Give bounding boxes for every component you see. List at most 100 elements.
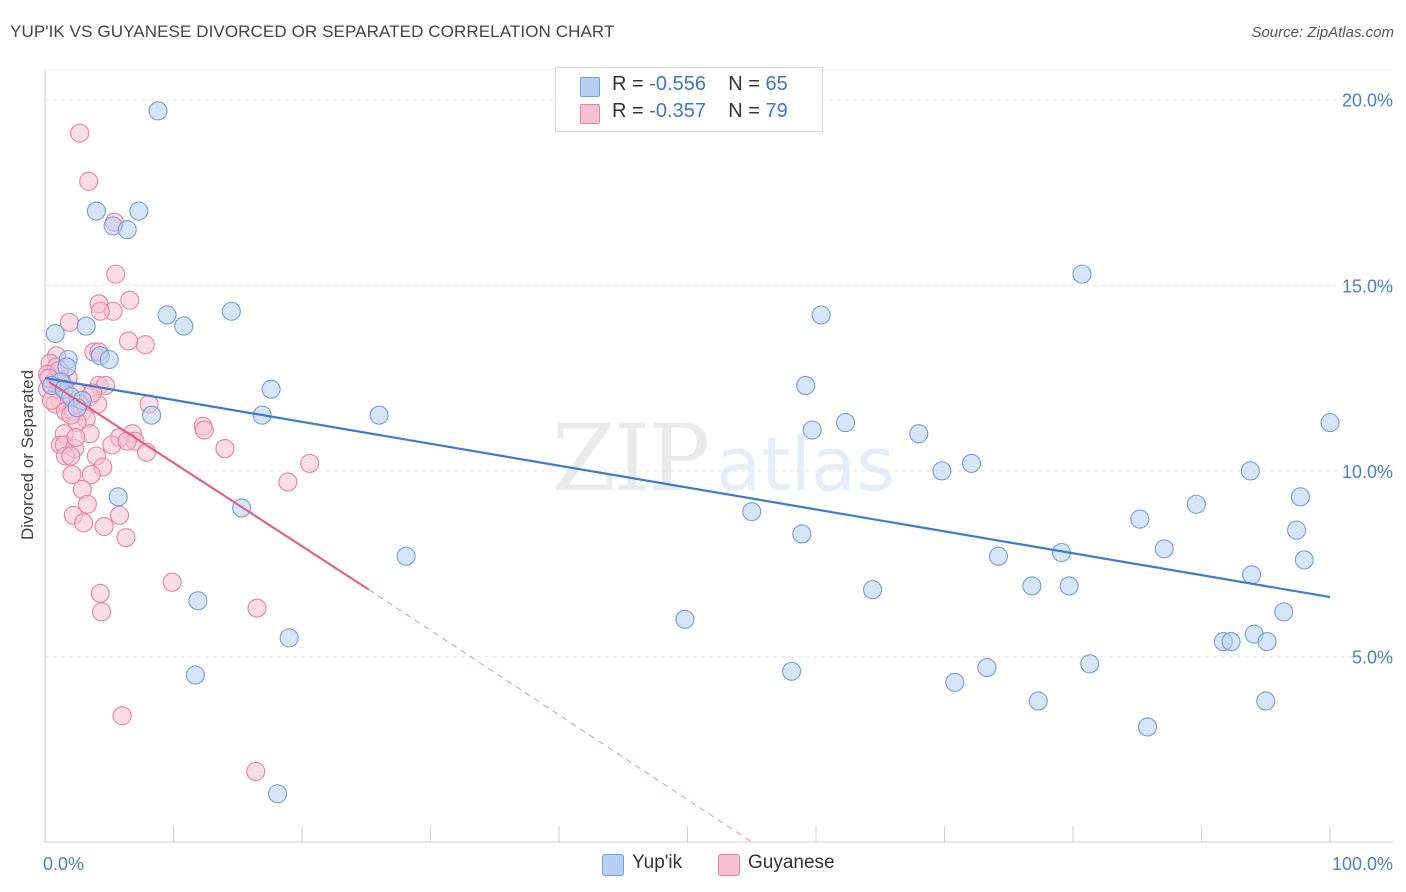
data-point bbox=[215, 439, 235, 459]
data-point bbox=[90, 583, 110, 603]
bottom-legend-swatch-yupik bbox=[602, 854, 624, 876]
y-tick-label: 20.0% bbox=[1342, 91, 1393, 111]
data-point bbox=[1130, 509, 1150, 529]
data-point bbox=[67, 398, 87, 418]
data-point bbox=[932, 461, 952, 481]
data-point bbox=[909, 424, 929, 444]
trend-line-extension bbox=[368, 589, 753, 843]
data-point bbox=[1242, 565, 1262, 585]
bottom-legend-label-guyanese: Guyanese bbox=[748, 852, 835, 873]
data-point bbox=[45, 323, 65, 344]
data-point bbox=[977, 658, 997, 678]
y-axis-label: Divorced or Separated bbox=[18, 370, 37, 540]
n-label: N = bbox=[728, 73, 766, 95]
stats-legend: R = -0.556 N = 65 R = -0.357 N = 79 bbox=[555, 67, 823, 132]
data-point bbox=[81, 465, 101, 485]
data-point bbox=[1080, 654, 1100, 674]
data-point bbox=[221, 301, 241, 321]
data-point bbox=[142, 405, 162, 425]
data-point bbox=[300, 453, 320, 473]
data-point bbox=[1256, 691, 1276, 711]
data-point bbox=[118, 331, 139, 351]
data-point bbox=[112, 706, 132, 726]
data-point bbox=[988, 546, 1009, 566]
data-point bbox=[109, 505, 130, 525]
data-point bbox=[99, 349, 119, 370]
r-label: R = bbox=[612, 73, 650, 95]
data-point bbox=[1287, 520, 1307, 540]
data-point bbox=[1320, 413, 1340, 433]
bottom-legend-swatch-guyanese bbox=[718, 854, 740, 876]
data-point bbox=[802, 420, 822, 440]
n-value-yupik: 65 bbox=[765, 73, 788, 95]
legend-swatch-guyanese bbox=[580, 104, 600, 124]
data-point bbox=[836, 413, 856, 433]
data-point bbox=[811, 305, 831, 325]
data-point bbox=[61, 446, 81, 466]
data-point bbox=[247, 598, 267, 618]
bottom-legend-label-yupik: Yup'ik bbox=[632, 852, 683, 873]
source-label: Source: ZipAtlas.com bbox=[1251, 24, 1394, 41]
data-point bbox=[188, 591, 208, 611]
x-tick-label: 100.0% bbox=[1332, 854, 1393, 874]
n-value-guyanese: 79 bbox=[765, 100, 788, 122]
data-point bbox=[108, 487, 128, 507]
data-point bbox=[94, 516, 114, 537]
data-point bbox=[782, 661, 802, 681]
data-point bbox=[961, 453, 982, 473]
data-point bbox=[90, 301, 110, 321]
data-point bbox=[742, 502, 762, 522]
data-point bbox=[796, 375, 816, 396]
data-point bbox=[862, 580, 883, 600]
trend-lines bbox=[44, 376, 1331, 843]
data-point bbox=[1022, 576, 1042, 596]
n-label: N = bbox=[728, 100, 766, 122]
data-point bbox=[74, 513, 94, 533]
data-point bbox=[129, 201, 149, 221]
data-point bbox=[117, 220, 137, 240]
r-value-yupik: -0.556 bbox=[649, 73, 706, 95]
data-point bbox=[1290, 487, 1310, 507]
data-point bbox=[1257, 632, 1277, 652]
gridlines bbox=[45, 69, 1393, 657]
y-tick-label: 5.0% bbox=[1352, 647, 1393, 667]
data-point bbox=[162, 572, 182, 592]
data-point bbox=[174, 316, 194, 336]
tick-labels: 5.0% 10.0% 15.0% 20.0% 0.0% 100.0% bbox=[43, 91, 1393, 874]
series-yupik bbox=[41, 101, 1340, 804]
data-point bbox=[278, 472, 298, 492]
r-value-guyanese: -0.357 bbox=[649, 100, 706, 122]
data-point bbox=[279, 628, 299, 648]
data-point bbox=[76, 316, 96, 336]
axes bbox=[44, 70, 1393, 843]
legend-swatch-yupik bbox=[580, 77, 600, 97]
r-label: R = bbox=[612, 100, 650, 122]
data-point bbox=[116, 528, 136, 548]
data-point bbox=[194, 420, 214, 440]
data-point bbox=[120, 290, 140, 310]
data-point bbox=[135, 335, 155, 355]
data-point bbox=[1072, 264, 1092, 284]
data-point bbox=[1221, 632, 1241, 652]
trend-line bbox=[44, 376, 1331, 599]
data-point bbox=[62, 465, 82, 485]
data-point bbox=[1059, 576, 1079, 596]
data-point bbox=[1294, 550, 1314, 570]
data-point bbox=[70, 123, 90, 143]
data-point bbox=[77, 494, 97, 514]
data-point bbox=[1154, 539, 1174, 559]
y-tick-label: 15.0% bbox=[1342, 276, 1393, 296]
data-point bbox=[792, 524, 812, 544]
data-point bbox=[1274, 602, 1294, 622]
data-point bbox=[148, 101, 168, 121]
data-point bbox=[157, 305, 177, 325]
data-point bbox=[86, 201, 106, 221]
data-point bbox=[396, 546, 416, 566]
x-tick-label: 0.0% bbox=[43, 854, 84, 874]
y-tick-label: 10.0% bbox=[1342, 462, 1393, 482]
data-point bbox=[1137, 717, 1158, 737]
trend-line bbox=[48, 380, 370, 591]
data-point bbox=[185, 665, 205, 685]
watermark-zip: ZIP bbox=[552, 405, 708, 512]
